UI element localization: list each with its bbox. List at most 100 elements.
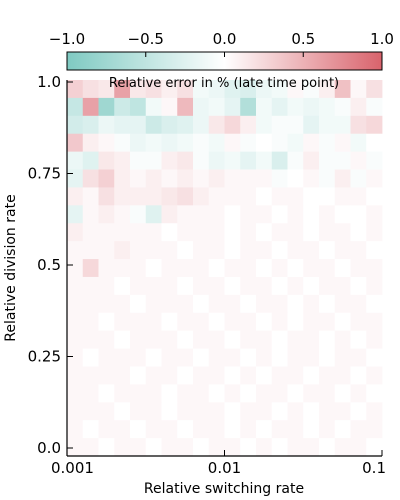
heatmap-cell	[193, 205, 210, 224]
heatmap-cell	[193, 330, 210, 349]
heatmap-cell	[334, 169, 351, 188]
heatmap-cell	[208, 187, 225, 206]
heatmap-cell	[350, 366, 367, 385]
heatmap-cell	[271, 151, 288, 170]
heatmap-cell	[287, 169, 304, 188]
heatmap-cell	[208, 133, 225, 153]
heatmap-cell	[224, 205, 241, 224]
heatmap-cell	[256, 438, 273, 457]
heatmap-cell	[145, 80, 162, 99]
heatmap-cell	[130, 97, 147, 117]
heatmap-cell	[67, 223, 84, 242]
heatmap-cell	[334, 330, 351, 349]
heatmap-cell	[208, 97, 225, 117]
heatmap-cell	[114, 402, 131, 421]
heatmap-cell	[287, 187, 304, 206]
heatmap-cell	[67, 97, 84, 117]
heatmap-cell	[114, 223, 131, 242]
heatmap-cell	[208, 223, 225, 242]
heatmap-cell	[208, 384, 225, 403]
heatmap-cell	[130, 133, 147, 153]
heatmap-cell	[366, 97, 383, 117]
heatmap-cell	[82, 330, 99, 349]
heatmap-cell	[193, 402, 210, 421]
heatmap-cell	[67, 115, 84, 135]
heatmap-cell	[98, 366, 115, 385]
heatmap-cell	[98, 80, 115, 99]
heatmap-cell	[366, 294, 383, 314]
heatmap-cell	[366, 259, 383, 278]
heatmap-cell	[145, 187, 162, 206]
heatmap-cell	[334, 420, 351, 439]
heatmap-cell	[67, 133, 84, 153]
heatmap-cell	[82, 97, 99, 117]
heatmap-cell	[177, 133, 194, 153]
heatmap-cell	[256, 384, 273, 403]
heatmap-cell	[130, 384, 147, 403]
heatmap-cell	[98, 294, 115, 314]
heatmap-cell	[82, 420, 99, 439]
heatmap-cell	[303, 151, 320, 170]
heatmap-cell	[319, 115, 336, 135]
heatmap-cell	[145, 402, 162, 421]
heatmap-cell	[82, 133, 99, 153]
heatmap-cell	[98, 169, 115, 188]
heatmap-cell	[319, 330, 336, 349]
heatmap-cell	[161, 151, 178, 170]
heatmap-cell	[114, 420, 131, 439]
heatmap-cell	[208, 115, 225, 135]
heatmap-cell	[98, 402, 115, 421]
heatmap-cell	[224, 151, 241, 170]
heatmap-cell	[240, 169, 257, 188]
heatmap-cell	[161, 420, 178, 439]
heatmap-cell	[224, 115, 241, 135]
heatmap-cell	[319, 259, 336, 278]
heatmap-cell	[256, 97, 273, 117]
heatmap-cell	[334, 133, 351, 153]
heatmap-cell	[271, 169, 288, 188]
heatmap-cell	[208, 348, 225, 367]
heatmap-cell	[224, 366, 241, 385]
heatmap-cell	[271, 402, 288, 421]
heatmap-cell	[350, 420, 367, 439]
heatmap-cell	[114, 330, 131, 349]
heatmap-cell	[82, 115, 99, 135]
heatmap-cell	[193, 312, 210, 332]
heatmap-cell	[271, 330, 288, 349]
heatmap-cell	[224, 169, 241, 188]
heatmap-cell	[208, 80, 225, 99]
heatmap-cell	[366, 241, 383, 260]
heatmap-cell	[256, 205, 273, 224]
heatmap-cell	[82, 259, 99, 278]
heatmap-cell	[319, 151, 336, 170]
heatmap-cell	[319, 205, 336, 224]
heatmap-cell	[161, 169, 178, 188]
heatmap-cell	[208, 205, 225, 224]
heatmap-cell	[334, 223, 351, 242]
heatmap-cell	[240, 97, 257, 117]
heatmap-cell	[98, 330, 115, 349]
heatmap-cell	[240, 402, 257, 421]
heatmap-cell	[350, 384, 367, 403]
heatmap-cell	[82, 169, 99, 188]
heatmap-cell	[240, 187, 257, 206]
heatmap-cell	[287, 348, 304, 367]
heatmap-cell	[177, 402, 194, 421]
heatmap-cell	[193, 133, 210, 153]
heatmap-cell	[350, 402, 367, 421]
heatmap-cell	[67, 276, 84, 296]
heatmap-cell	[98, 312, 115, 332]
heatmap-cell	[224, 312, 241, 332]
heatmap-cell	[98, 97, 115, 117]
heatmap-cell	[319, 97, 336, 117]
heatmap-cell	[177, 115, 194, 135]
heatmap-cell	[334, 384, 351, 403]
heatmap-cell	[161, 276, 178, 296]
heatmap-cell	[208, 169, 225, 188]
heatmap-cell	[256, 241, 273, 260]
heatmap-cell	[193, 420, 210, 439]
heatmap-cell	[67, 241, 84, 260]
heatmap-cell	[67, 169, 84, 188]
heatmap-cell	[287, 330, 304, 349]
heatmap-cell	[271, 366, 288, 385]
